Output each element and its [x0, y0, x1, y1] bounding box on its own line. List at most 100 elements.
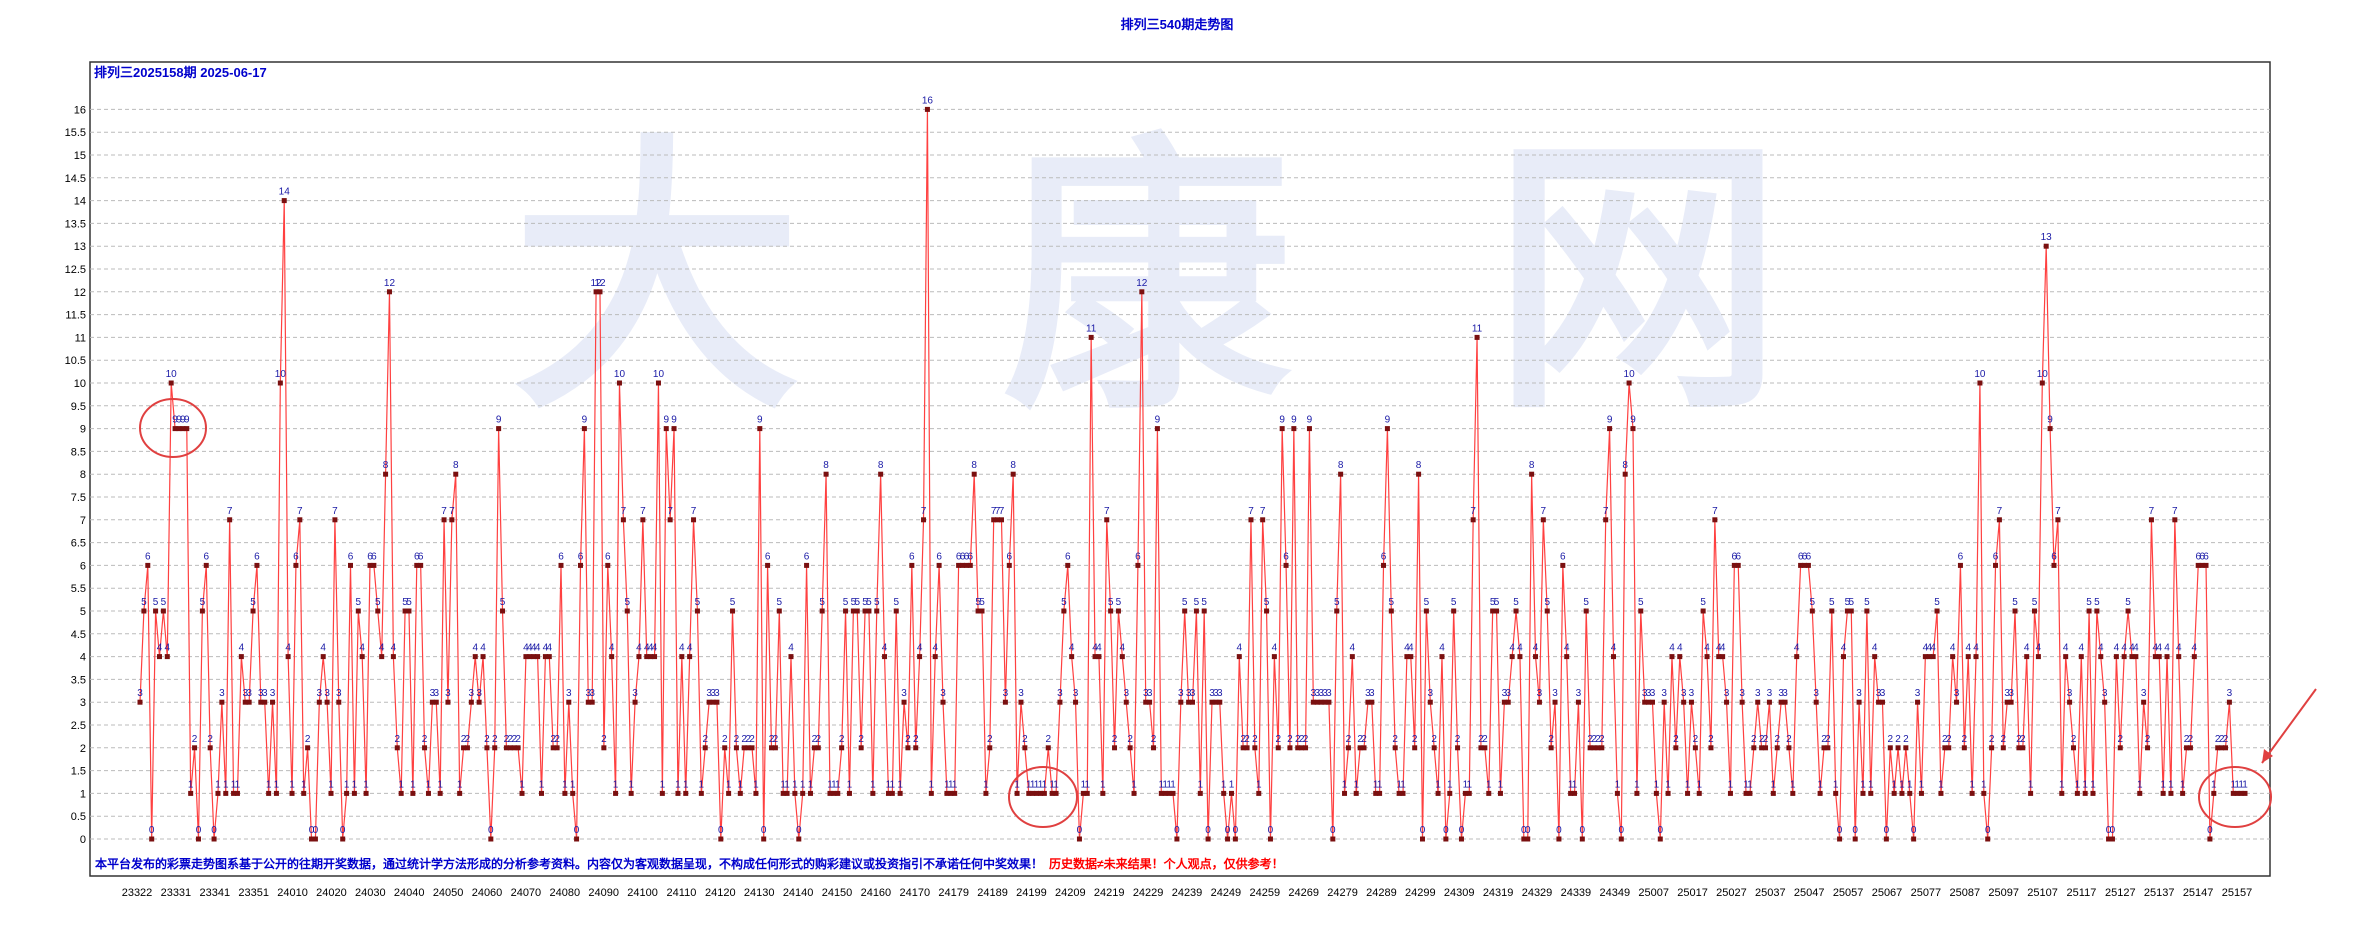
data-label: 6	[348, 551, 354, 562]
data-point	[1412, 745, 1418, 751]
data-label: 2	[1022, 734, 1028, 745]
data-label: 1	[1229, 779, 1235, 790]
data-point	[913, 745, 919, 751]
data-label: 2	[1412, 734, 1418, 745]
data-point	[2156, 654, 2162, 660]
data-label: 4	[359, 643, 365, 654]
data-point	[1201, 608, 1207, 614]
data-point	[1833, 790, 1839, 796]
data-label: 0	[309, 825, 315, 836]
data-label: 1	[1377, 779, 1383, 790]
data-label: 8	[1010, 460, 1016, 471]
data-point	[979, 608, 985, 614]
data-label: 5	[1494, 597, 1500, 608]
data-point	[2039, 380, 2045, 386]
data-point	[1564, 654, 1570, 660]
data-point	[250, 608, 256, 614]
data-label: 7	[227, 506, 233, 517]
data-label: 2	[1295, 734, 1301, 745]
data-label: 3	[2004, 688, 2010, 699]
data-label: 1	[870, 779, 876, 790]
x-tick-label: 24209	[1055, 887, 1086, 899]
data-label: 6	[1732, 551, 1738, 562]
data-point	[1166, 790, 1172, 796]
data-label: 6	[804, 551, 810, 562]
data-point	[320, 654, 326, 660]
data-label: 3	[445, 688, 451, 699]
data-label: 1	[1790, 779, 1796, 790]
data-label: 10	[1624, 369, 1636, 380]
data-label: 1	[1938, 779, 1944, 790]
y-tick-label: 5.5	[71, 583, 86, 595]
data-point	[1108, 608, 1114, 614]
data-label: 7	[640, 506, 646, 517]
data-point	[336, 699, 342, 705]
data-label: 4	[547, 643, 553, 654]
data-point	[445, 699, 451, 705]
data-point	[991, 517, 997, 523]
data-label: 4	[1404, 643, 1410, 654]
data-label: 0	[340, 825, 346, 836]
data-point	[1310, 699, 1316, 705]
data-label: 2	[2184, 734, 2190, 745]
data-point	[1104, 517, 1110, 523]
data-point	[683, 790, 689, 796]
data-point	[1318, 699, 1324, 705]
x-tick-label: 24199	[1016, 887, 1047, 899]
data-label: 3	[901, 688, 907, 699]
data-label: 4	[1926, 643, 1932, 654]
x-tick-label: 24140	[783, 887, 814, 899]
data-point	[671, 426, 677, 432]
x-tick-label: 24329	[1522, 887, 1553, 899]
data-label: 2	[745, 734, 751, 745]
y-tick-label: 6	[80, 560, 86, 572]
data-label: 7	[1541, 506, 1547, 517]
data-label: 10	[275, 369, 287, 380]
data-point	[227, 517, 233, 523]
data-point	[722, 745, 728, 751]
data-point	[1248, 517, 1254, 523]
data-point	[1501, 699, 1507, 705]
data-point	[422, 745, 428, 751]
data-point	[679, 654, 685, 660]
data-label: 3	[632, 688, 638, 699]
data-point	[605, 562, 611, 568]
x-tick-label: 24010	[277, 887, 308, 899]
data-point	[741, 745, 747, 751]
data-point	[316, 699, 322, 705]
data-label: 3	[1915, 688, 1921, 699]
data-point	[1088, 334, 1094, 340]
data-point	[2242, 790, 2248, 796]
data-point	[987, 745, 993, 751]
data-label: 1	[2168, 779, 2174, 790]
data-label: 3	[1428, 688, 1434, 699]
data-point	[1821, 745, 1827, 751]
data-label: 1	[628, 779, 634, 790]
data-label: 4	[687, 643, 693, 654]
data-label: 3	[1057, 688, 1063, 699]
data-point	[1669, 654, 1675, 660]
data-point	[2070, 745, 2076, 751]
data-label: 3	[1876, 688, 1882, 699]
data-point	[846, 790, 852, 796]
data-label: 7	[921, 506, 927, 517]
data-label: 4	[1716, 643, 1722, 654]
data-label: 0	[718, 825, 724, 836]
data-point	[1338, 471, 1344, 477]
data-label: 3	[476, 688, 482, 699]
data-point	[1809, 608, 1815, 614]
data-label: 7	[297, 506, 303, 517]
data-label: 3	[566, 688, 572, 699]
data-point	[390, 654, 396, 660]
data-label: 1	[223, 779, 229, 790]
data-label: 2	[2223, 734, 2229, 745]
data-label: 5	[1583, 597, 1589, 608]
data-label: 1	[835, 779, 841, 790]
data-label: 6	[956, 551, 962, 562]
y-tick-label: 1.5	[71, 766, 86, 778]
data-point	[1069, 654, 1075, 660]
data-point	[1649, 699, 1655, 705]
data-label: 9	[2047, 415, 2053, 426]
data-label: 3	[1018, 688, 1024, 699]
